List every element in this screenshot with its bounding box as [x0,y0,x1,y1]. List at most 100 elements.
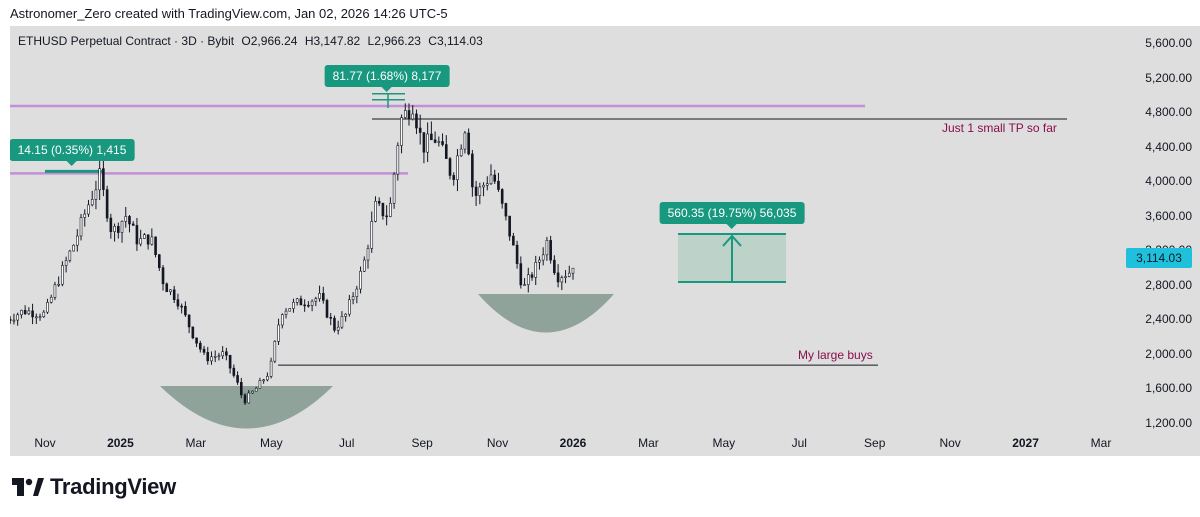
price-scale[interactable]: 5,600.00 5,200.00 4,800.00 4,400.00 4,000.00… [1120,26,1200,456]
measure-label-left[interactable]: 14.15 (0.35%) 1,415 [10,139,135,166]
candle-up [541,254,545,261]
y-tick-label: 4,000.00 [1145,174,1192,189]
candle-down [415,113,418,129]
candle-up [16,314,19,321]
candle-up [370,221,374,249]
x-tick-label: 2027 [1012,436,1039,450]
candle-down [116,226,120,233]
candle-up [87,204,90,215]
candle-down [10,319,12,321]
candle-up [266,376,269,381]
candle-down [325,300,329,318]
candle-up [35,316,38,319]
candle-down [225,351,228,356]
candle-down [135,225,139,245]
candle-up [389,203,392,217]
legend-high: H3,147.82 [304,34,361,48]
candle-down [299,298,303,306]
candle-down [441,141,444,145]
candle-up [318,293,321,299]
candle-up [567,272,571,277]
candle-down [128,216,131,225]
candle-up [344,313,347,317]
candle-up [258,380,262,389]
legend-close: C3,114.03 [428,34,483,48]
candle-up [61,265,64,285]
candle-up [426,133,429,153]
candle-up [355,288,359,297]
candle-down [172,289,176,301]
candle-down [239,382,243,396]
candle-down [515,244,519,264]
candle-up [94,189,98,200]
x-tick-label: May [259,436,283,450]
y-tick-label: 2,800.00 [1145,277,1192,292]
measure-label-top[interactable]: 81.77 (1.68%) 8,177 [324,65,450,92]
candle-down [418,127,422,133]
candle-up [288,308,292,312]
candle-up [456,155,459,180]
y-tick-label: 4,800.00 [1145,105,1192,120]
candle-down [471,153,474,188]
candle-up [359,270,362,290]
candle-down [377,200,381,204]
candle-up [143,234,146,239]
chart-area[interactable]: ETHUSD Perpetual Contract · 3D · Bybit O… [10,26,1120,456]
candle-down [206,352,210,362]
candle-up [68,250,72,261]
candle-up [72,244,75,252]
candle-down [109,217,113,232]
candle-up [295,298,299,303]
candle-down [433,139,437,143]
x-tick-label: Sep [411,436,433,450]
legend-low: L2,966.23 [367,34,421,48]
candle-up [482,184,485,188]
candle-up [564,276,567,278]
candle-up [113,226,116,232]
candle-up [523,284,526,286]
tradingview-wordmark: TradingView [50,474,176,499]
candle-up [221,351,224,357]
candle-up [46,302,49,313]
candle-up [12,319,16,322]
candle-up [64,260,68,266]
candle-up [280,314,284,326]
candle-up [284,310,288,315]
candle-up [340,316,344,328]
target-arrow-head [722,234,742,247]
candle-down [385,215,388,218]
legend-symbol: ETHUSD Perpetual Contract · 3D · Bybit [18,34,235,48]
candle-up [213,355,217,358]
candle-down [497,180,500,190]
candle-up [247,392,251,404]
candle-down [508,215,511,237]
measure-label-target[interactable]: 560.35 (19.75%) 56,035 [659,202,805,229]
candle-up [292,301,295,309]
y-tick-label: 5,200.00 [1145,70,1192,85]
candle-down [448,158,452,176]
candle-up [38,316,42,318]
candle-up [374,200,377,222]
candle-up [79,217,83,237]
tradingview-brand[interactable]: TradingView [12,474,176,500]
x-tick-label: Mar [1090,436,1112,450]
candle-down [228,355,232,369]
candle-up [336,326,340,331]
candle-down [381,202,385,217]
candle-down [243,394,247,404]
candle-up [437,141,441,143]
candle-down [146,234,150,245]
candle-down [184,305,187,316]
candle-down [31,310,34,318]
x-tick-label: 2026 [559,436,587,450]
y-tick-label: 1,200.00 [1145,416,1192,430]
x-tick-label: Mar [638,436,659,450]
x-tick-label: Jul [791,436,807,450]
candle-up [169,289,172,293]
candle-up [396,145,400,175]
candle-down [131,223,135,226]
chart-caption: Astronomer_Zero created with TradingView… [10,6,448,21]
candle-down [553,259,556,274]
y-tick-label: 3,600.00 [1145,208,1192,223]
candle-up [571,267,575,274]
